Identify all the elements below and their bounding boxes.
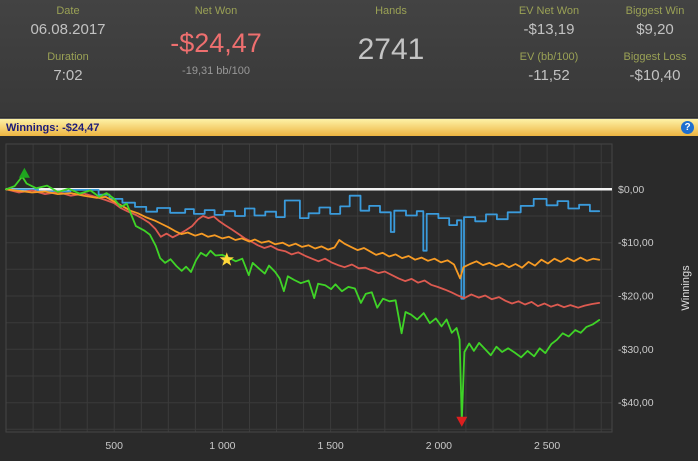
hands-value: 2741 [357, 33, 425, 66]
red-line [5, 188, 601, 309]
y-tick-label: -$30,00 [618, 344, 654, 356]
y-tick-label: -$40,00 [618, 397, 654, 409]
orange-line [5, 188, 601, 280]
hands-column: Hands 2741 [296, 5, 486, 117]
plot-background [6, 144, 612, 432]
green-line [5, 175, 601, 422]
ev-bb100-label: EV (bb/100) [519, 51, 579, 63]
blue-line [5, 188, 601, 300]
duration-value: 7:02 [53, 67, 83, 84]
y-tick-label: -$20,00 [618, 291, 654, 303]
x-tick-label: 1 000 [209, 440, 235, 452]
ev-bb100-value: -11,52 [528, 67, 570, 84]
y-tick-label: -$10,00 [618, 237, 654, 249]
y-tick-label: $0,00 [618, 184, 644, 196]
biggest-loss-label: Biggest Loss [623, 51, 687, 63]
net-won-bb100: -19,31 bb/100 [182, 65, 250, 77]
x-tick-label: 2 500 [534, 440, 560, 452]
ev-net-won-stat: EV Net Won -$13,19 [519, 5, 579, 38]
biggest-win-label: Biggest Win [625, 5, 685, 17]
y-axis-title: Winnings [680, 265, 692, 311]
biggest-win-stat: Biggest Win $9,20 [626, 5, 685, 38]
biggest-loss-value: -$10,40 [629, 67, 681, 84]
ev-net-won-value: -$13,19 [523, 21, 575, 38]
x-tick-label: 1 500 [317, 440, 343, 452]
date-value: 06.08.2017 [30, 21, 106, 38]
duration-label: Duration [47, 51, 89, 63]
winnings-chart: $0,00 -$10,00 -$20,00 -$30,00 -$40,00 500 1 00… [5, 143, 692, 452]
x-tick-label: 2 000 [426, 440, 452, 452]
winnings-section-header[interactable]: Winnings: -$24,47 ? [0, 118, 698, 136]
x-tick-label: 500 [105, 440, 123, 452]
net-won-label: Net Won [194, 5, 238, 17]
biggest-loss-stat: Biggest Loss -$10,40 [624, 51, 687, 84]
help-icon[interactable]: ? [681, 121, 694, 134]
biggest-column: Biggest Win $9,20 Biggest Loss -$10,40 [612, 5, 698, 117]
duration-stat: Duration 7:02 [47, 51, 89, 84]
net-won-value: -$24,47 [170, 28, 262, 58]
plot-border [5, 143, 613, 433]
date-stat: Date 06.08.2017 [30, 5, 105, 38]
date-duration-column: Date 06.08.2017 Duration 7:02 [0, 5, 136, 117]
date-label: Date [56, 5, 80, 17]
ev-column: EV Net Won -$13,19 EV (bb/100) -11,52 [486, 5, 612, 117]
low-marker-icon [456, 416, 468, 427]
ev-net-won-label: EV Net Won [518, 5, 580, 17]
session-stats-header: Date 06.08.2017 Duration 7:02 Net Won -$… [0, 0, 698, 118]
hands-label: Hands [375, 5, 407, 17]
start-marker-icon [18, 167, 30, 178]
net-won-column: Net Won -$24,47 -19,31 bb/100 [136, 5, 296, 117]
ev-bb100-stat: EV (bb/100) -11,52 [520, 51, 579, 84]
biggest-win-value: $9,20 [636, 21, 674, 38]
chart-area: $0,00 -$10,00 -$20,00 -$30,00 -$40,00 500 1 00… [0, 136, 698, 461]
star-marker-icon [219, 252, 234, 266]
winnings-section-title: Winnings: -$24,47 [6, 121, 100, 134]
